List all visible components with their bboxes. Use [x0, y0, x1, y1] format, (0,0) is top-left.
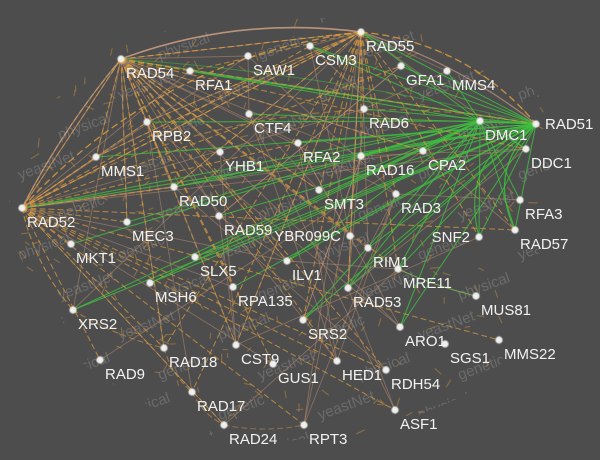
svg-text:SAW1: SAW1 [253, 62, 295, 79]
svg-text:yeastNet: yeastNet [56, 27, 118, 64]
svg-text:GUS1: GUS1 [278, 370, 319, 387]
svg-text:RAD17: RAD17 [197, 398, 245, 415]
svg-text:RFA1: RFA1 [195, 77, 233, 94]
svg-text:SMT3: SMT3 [324, 196, 364, 213]
svg-text:MUS81: MUS81 [481, 302, 531, 319]
svg-text:SNF2: SNF2 [432, 229, 470, 246]
svg-text:physical: physical [516, 69, 573, 104]
svg-text:yeastNet: yeastNet [116, 307, 178, 344]
svg-text:YBR099C: YBR099C [274, 228, 341, 245]
svg-text:RDH54: RDH54 [391, 376, 440, 393]
svg-text:physical: physical [56, 349, 113, 384]
svg-text:genetic: genetic [116, 0, 168, 24]
svg-text:DMC1: DMC1 [485, 127, 528, 144]
svg-text:RAD57: RAD57 [520, 236, 568, 253]
svg-text:MEC3: MEC3 [132, 228, 174, 245]
svg-text:physical: physical [556, 429, 600, 460]
svg-text:physical: physical [16, 0, 73, 24]
svg-text:CPA2: CPA2 [428, 157, 466, 174]
svg-text:physical: physical [256, 189, 313, 224]
svg-text:RAD3: RAD3 [401, 200, 441, 217]
svg-text:genetic: genetic [416, 0, 468, 24]
svg-text:RAD50: RAD50 [179, 193, 227, 210]
svg-text:SGS1: SGS1 [450, 350, 490, 367]
svg-text:genetic: genetic [556, 271, 600, 304]
svg-text:yeastNet: yeastNet [0, 347, 18, 384]
svg-text:genetic: genetic [16, 71, 68, 104]
svg-text:RAD18: RAD18 [169, 354, 217, 371]
svg-text:MSH6: MSH6 [155, 289, 197, 306]
svg-text:GFA1: GFA1 [406, 72, 444, 89]
svg-text:RAD6: RAD6 [369, 115, 409, 132]
svg-text:MRE11: MRE11 [403, 275, 452, 292]
svg-text:RAD16: RAD16 [366, 162, 414, 179]
svg-text:genetic: genetic [0, 31, 7, 64]
svg-text:RIM1: RIM1 [373, 254, 409, 271]
svg-text:RAD9: RAD9 [105, 366, 145, 383]
svg-text:RPT3: RPT3 [309, 431, 347, 448]
svg-text:ARO1: ARO1 [405, 333, 446, 350]
svg-text:RAD54: RAD54 [126, 65, 174, 82]
svg-text:MMS4: MMS4 [452, 77, 495, 94]
svg-text:yeastNet: yeastNet [56, 267, 118, 304]
svg-text:yeastNet: yeastNet [0, 107, 18, 144]
svg-text:yeastNet: yeastNet [156, 427, 218, 460]
svg-text:MMS22: MMS22 [504, 346, 556, 363]
svg-text:genetic: genetic [556, 31, 600, 64]
svg-text:physical: physical [116, 389, 173, 424]
svg-text:MKT1: MKT1 [76, 250, 116, 267]
svg-text:MMS1: MMS1 [101, 163, 144, 180]
svg-text:genetic: genetic [516, 391, 568, 424]
svg-text:XRS2: XRS2 [78, 316, 117, 333]
svg-text:physical: physical [316, 0, 373, 24]
svg-text:CSM3: CSM3 [315, 52, 357, 69]
svg-text:ILV1: ILV1 [292, 267, 322, 284]
svg-text:physical: physical [456, 29, 513, 64]
svg-text:genetic: genetic [0, 271, 7, 304]
svg-text:RFA2: RFA2 [303, 149, 341, 166]
svg-text:SLX5: SLX5 [200, 263, 237, 280]
svg-text:RAD59: RAD59 [224, 222, 272, 239]
svg-text:yeastNet: yeastNet [556, 347, 600, 384]
svg-text:yeastNet: yeastNet [516, 0, 578, 24]
svg-text:RAD52: RAD52 [27, 214, 75, 231]
svg-text:RAD53: RAD53 [353, 294, 401, 311]
svg-text:DDC1: DDC1 [531, 155, 572, 172]
svg-text:physical: physical [156, 29, 213, 64]
svg-text:yeastNet: yeastNet [16, 147, 78, 184]
svg-text:yeastNet: yeastNet [456, 427, 518, 460]
svg-text:physical: physical [0, 189, 12, 224]
svg-text:RAD24: RAD24 [229, 431, 277, 448]
svg-text:yeastNet: yeastNet [216, 0, 278, 24]
svg-text:ASF1: ASF1 [400, 416, 438, 433]
svg-text:RAD51: RAD51 [545, 116, 593, 133]
svg-text:physical: physical [0, 429, 12, 460]
svg-text:CTF4: CTF4 [254, 120, 292, 137]
svg-text:genetic: genetic [56, 431, 108, 460]
svg-text:RFA3: RFA3 [525, 206, 563, 223]
svg-text:genetic: genetic [356, 431, 408, 460]
svg-text:RPB2: RPB2 [152, 128, 191, 145]
svg-text:yeastNet: yeastNet [16, 387, 78, 424]
svg-text:YHB1: YHB1 [225, 158, 264, 175]
svg-text:CST9: CST9 [241, 351, 279, 368]
svg-text:physical: physical [456, 269, 513, 304]
svg-text:RAD55: RAD55 [366, 38, 414, 55]
svg-text:HED1: HED1 [342, 367, 382, 384]
svg-text:RPA135: RPA135 [238, 293, 293, 310]
svg-text:SRS2: SRS2 [308, 326, 347, 343]
svg-text:genetic: genetic [16, 311, 68, 344]
